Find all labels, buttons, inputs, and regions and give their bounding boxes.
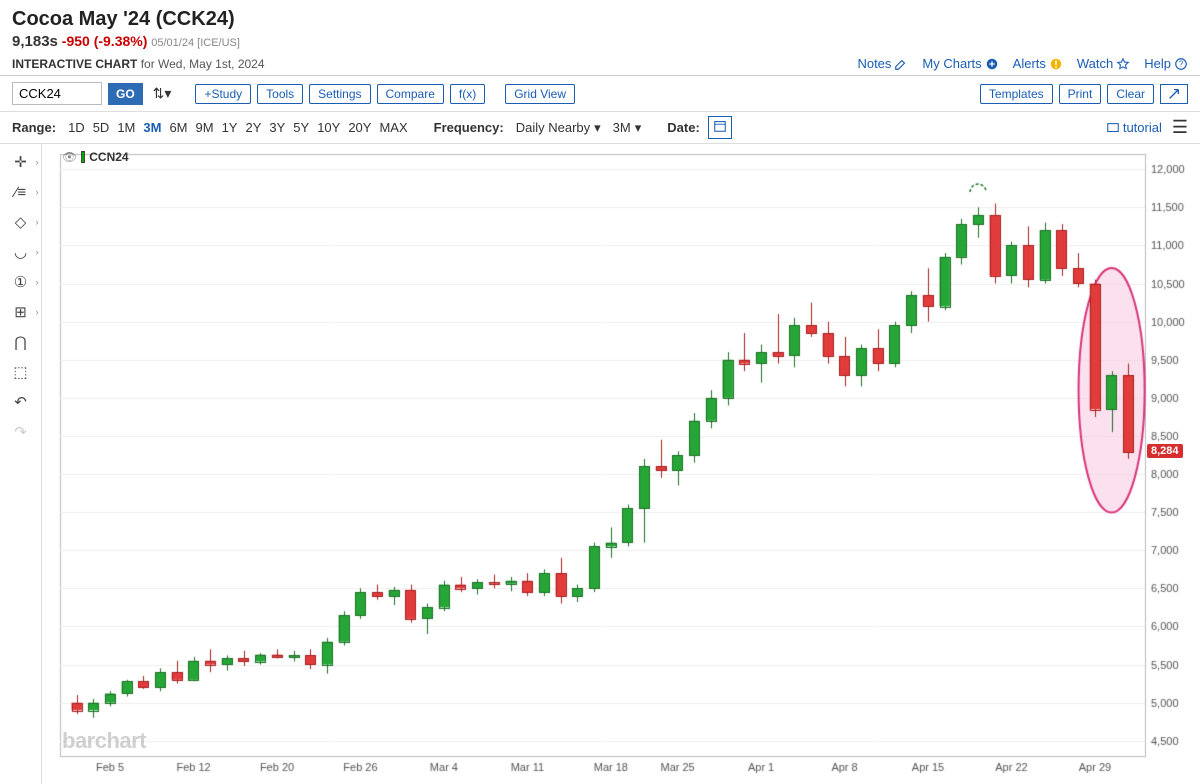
menu-icon[interactable]: ☰ (1172, 117, 1188, 138)
alerts-link[interactable]: Alerts (1013, 56, 1063, 71)
range-6M[interactable]: 6M (165, 118, 191, 137)
range-1M[interactable]: 1M (113, 118, 139, 137)
calendar-icon[interactable] (708, 116, 732, 139)
header: Cocoa May '24 (CCK24) 9,183s -950 (-9.38… (0, 0, 1200, 54)
range-right: tutorial ☰ (1106, 117, 1188, 138)
number-tool-icon[interactable]: ①› (7, 272, 35, 292)
gridview-button[interactable]: Grid View (505, 84, 575, 104)
header-links: Notes My Charts Alerts Watch Help? (857, 56, 1188, 71)
frequency-select[interactable]: Daily Nearby ▾ (512, 118, 605, 138)
chevron-down-icon: ▾ (594, 120, 601, 136)
mycharts-link[interactable]: My Charts (922, 56, 998, 71)
toolbar-left: GO ⇅▾ +Study Tools Settings Compare f(x)… (12, 82, 575, 105)
range-5Y[interactable]: 5Y (289, 118, 313, 137)
watermark: barchart (62, 728, 146, 754)
help-link[interactable]: Help? (1144, 56, 1188, 71)
templates-button[interactable]: Templates (980, 84, 1053, 104)
price-row: 9,183s -950 (-9.38%) 05/01/24 [ICE/US] (12, 33, 1188, 50)
toolbar-right: Templates Print Clear (980, 84, 1188, 104)
arc-tool-icon[interactable]: ◡› (7, 242, 35, 262)
compare-button[interactable]: Compare (377, 84, 444, 104)
expand-button[interactable] (1160, 84, 1188, 104)
period-select[interactable]: 3M ▾ (609, 118, 646, 138)
range-2Y[interactable]: 2Y (241, 118, 265, 137)
range-label: Range: (12, 120, 56, 135)
range-1Y[interactable]: 1Y (218, 118, 242, 137)
chart-type-icon[interactable]: ⇅▾ (149, 83, 176, 104)
range-10Y[interactable]: 10Y (313, 118, 344, 137)
range-bar: Range: 1D5D1M3M6M9M1Y2Y3Y5Y10Y20YMAX Fre… (0, 112, 1200, 144)
range-MAX[interactable]: MAX (375, 118, 411, 137)
range-20Y[interactable]: 20Y (344, 118, 375, 137)
price-tag: 8,284 (1147, 444, 1183, 458)
study-button[interactable]: +Study (195, 84, 251, 104)
range-5D[interactable]: 5D (89, 118, 114, 137)
price-change: -950 (-9.38%) (62, 33, 148, 49)
clear-button[interactable]: Clear (1107, 84, 1154, 104)
toolbar: GO ⇅▾ +Study Tools Settings Compare f(x)… (0, 76, 1200, 112)
edit-icon (894, 57, 908, 71)
shape-tool-icon[interactable]: ◇› (7, 212, 35, 232)
star-icon (1116, 57, 1130, 71)
trendline-tool-icon[interactable]: ∕≡› (7, 182, 35, 202)
chart-body: ✛› ∕≡› ◇› ◡› ①› ⊞› ⋂ ⬚ ↶ ↷ 👁 CCN24 barch… (0, 144, 1200, 784)
tools-button[interactable]: Tools (257, 84, 303, 104)
settings-button[interactable]: Settings (309, 84, 370, 104)
range-left: Range: 1D5D1M3M6M9M1Y2Y3Y5Y10Y20YMAX Fre… (12, 116, 732, 139)
fx-button[interactable]: f(x) (450, 84, 485, 104)
magnet-tool-icon[interactable]: ⋂ (7, 332, 35, 352)
side-tools: ✛› ∕≡› ◇› ◡› ①› ⊞› ⋂ ⬚ ↶ ↷ (0, 144, 42, 784)
last-price: 9,183s (12, 33, 58, 50)
notes-link[interactable]: Notes (857, 56, 908, 71)
range-9M[interactable]: 9M (192, 118, 218, 137)
svg-text:?: ? (1179, 59, 1184, 68)
redo-tool-icon[interactable]: ↷ (7, 422, 35, 442)
lock-tool-icon[interactable]: ⬚ (7, 362, 35, 382)
range-3Y[interactable]: 3Y (265, 118, 289, 137)
price-date: 05/01/24 [ICE/US] (151, 37, 240, 49)
subheader: INTERACTIVE CHART for Wed, May 1st, 2024… (0, 54, 1200, 76)
range-1D[interactable]: 1D (64, 118, 89, 137)
alert-icon (1049, 57, 1063, 71)
watch-link[interactable]: Watch (1077, 56, 1130, 71)
print-button[interactable]: Print (1059, 84, 1102, 104)
plot-area[interactable]: 👁 CCN24 barchart 8,284 (42, 144, 1200, 784)
go-button[interactable]: GO (108, 83, 143, 105)
symbol-input[interactable] (12, 82, 102, 105)
legend-symbol: CCN24 (89, 150, 128, 164)
interactive-chart-label: INTERACTIVE CHART for Wed, May 1st, 2024 (12, 57, 265, 71)
frequency-label: Frequency: (434, 120, 504, 135)
fib-tool-icon[interactable]: ⊞› (7, 302, 35, 322)
chevron-down-icon: ▾ (635, 120, 642, 136)
candle-icon (81, 151, 85, 163)
help-icon: ? (1174, 57, 1188, 71)
chart-legend: 👁 CCN24 (62, 150, 129, 164)
tutorial-link[interactable]: tutorial (1106, 120, 1162, 135)
plus-circle-icon (985, 57, 999, 71)
date-label: Date: (667, 120, 700, 135)
undo-tool-icon[interactable]: ↶ (7, 392, 35, 412)
candlestick-chart (42, 144, 1200, 784)
range-3M[interactable]: 3M (139, 118, 165, 137)
eye-icon: 👁 (62, 150, 77, 164)
crosshair-tool-icon[interactable]: ✛› (7, 152, 35, 172)
instrument-title: Cocoa May '24 (CCK24) (12, 8, 1188, 31)
